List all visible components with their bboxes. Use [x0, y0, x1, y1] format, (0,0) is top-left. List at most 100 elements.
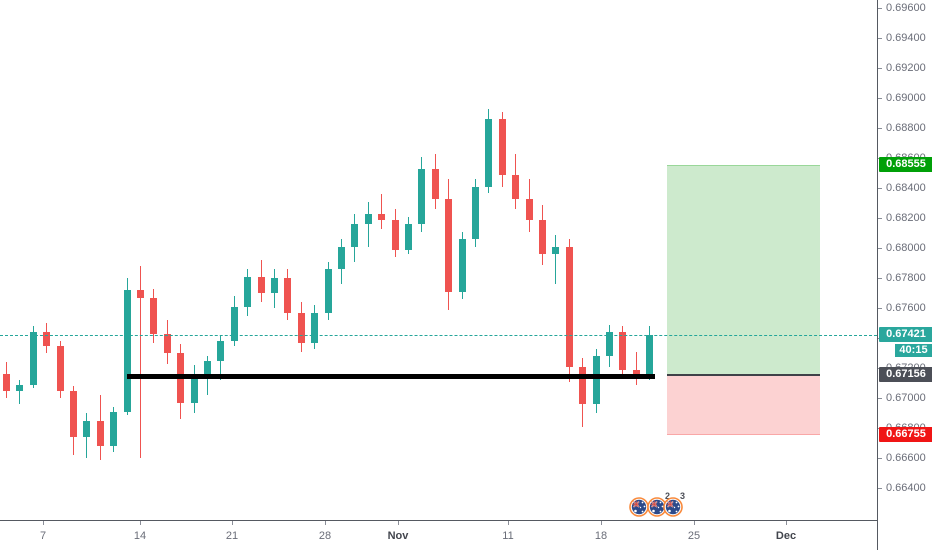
price-tick-label: 0.67600 [886, 302, 926, 314]
price-tick-mark [878, 307, 882, 309]
time-tick-label: 11 [502, 530, 514, 542]
candle-down-body [284, 278, 292, 313]
candle-up-body [364, 213, 372, 224]
price-tick-mark [878, 277, 882, 279]
price-tick-mark [878, 457, 882, 459]
candle-down-body [619, 332, 627, 370]
candle-down-body [163, 333, 171, 353]
candle-up-body [244, 276, 252, 307]
candle-up-body [338, 246, 345, 269]
price-tick-mark [878, 397, 882, 399]
price-tick-label: 0.68800 [886, 122, 926, 134]
candle-up-body [217, 341, 225, 361]
candle-down-body [525, 198, 533, 220]
candle-down [381, 194, 383, 229]
candle-down-body [632, 369, 640, 376]
candle-up-body [190, 374, 198, 403]
drawn-horizontal-line[interactable] [127, 374, 655, 379]
candle-down-body [579, 366, 587, 404]
candle-up-body [311, 312, 319, 343]
time-tick-label: 18 [594, 530, 608, 542]
time-tick-mark [601, 521, 602, 525]
event-count-badge: 2 [665, 491, 671, 501]
event-count-badge: 3 [680, 491, 686, 501]
price-tick-mark [878, 487, 882, 489]
time-tick-label: Dec [775, 530, 797, 542]
price-tick-label: 0.69200 [886, 62, 926, 74]
candle-up-body [552, 246, 560, 254]
position-stop-price-badge[interactable]: 0.66755 [879, 427, 932, 443]
candle-up-body [418, 168, 426, 224]
candle-up-body [123, 290, 131, 412]
price-tick-mark [878, 127, 882, 129]
position-tool-loss-zone[interactable] [667, 374, 820, 435]
australia-flag-icon[interactable] [647, 497, 667, 517]
candle-down-body [297, 312, 305, 343]
time-tick-mark [508, 521, 509, 525]
candle-up-body [204, 360, 211, 374]
position-target-price-badge[interactable]: 0.68555 [879, 157, 932, 173]
candle-down-body [56, 345, 64, 391]
candle-down-body [70, 390, 77, 437]
price-tick-mark [878, 187, 882, 189]
time-tick-label: 25 [687, 530, 701, 542]
time-tick-mark [232, 521, 233, 525]
candle-down-body [498, 119, 506, 175]
candle-down-body [565, 246, 573, 367]
bar-countdown-badge: 40:15 [895, 343, 932, 357]
candle-down-body [137, 290, 144, 298]
candle-down [140, 266, 141, 458]
position-tool-profit-zone[interactable] [667, 164, 820, 375]
candle-up-body [472, 186, 479, 239]
price-axis[interactable]: 0.696000.694000.692000.690000.688000.686… [877, 0, 932, 550]
candle-down-body [539, 219, 546, 254]
candle-down-body [3, 374, 10, 391]
time-tick-mark [43, 521, 44, 525]
time-tick-label: 14 [133, 530, 147, 542]
candle-down-body [431, 168, 439, 199]
candle-up-body [458, 239, 466, 292]
price-tick-label: 0.68200 [886, 212, 926, 224]
time-tick-mark [786, 521, 787, 525]
candle-down-body [257, 276, 265, 293]
candle-down-body [378, 213, 386, 220]
australia-flag-icon[interactable] [663, 497, 683, 517]
australia-flag-icon[interactable] [629, 497, 649, 517]
time-tick-mark [325, 521, 326, 525]
time-tick-mark [694, 521, 695, 525]
position-entry-price-badge[interactable]: 0.67156 [879, 367, 932, 383]
time-tick-mark [140, 521, 141, 525]
candle-up-body [351, 224, 359, 247]
time-axis[interactable]: 7 14 21 28 Nov 11 18 25 Dec [0, 520, 877, 550]
candle-up-body [324, 269, 332, 313]
candle-down-body [96, 420, 104, 446]
position-tool-entry-line[interactable] [667, 373, 820, 376]
candle-down-body [512, 174, 520, 199]
price-tick-label: 0.67800 [886, 272, 926, 284]
candle-down [635, 351, 637, 385]
price-tick-label: 0.69000 [886, 92, 926, 104]
candle-up [555, 234, 557, 284]
last-price-badge: 0.67421 [879, 327, 932, 343]
price-tick-label: 0.69600 [886, 2, 926, 14]
candle-up-body [606, 332, 613, 356]
price-tick-mark [878, 217, 882, 219]
price-tick-mark [878, 37, 882, 39]
candle-down-body [391, 219, 399, 250]
candle-up-body [110, 411, 118, 446]
time-tick-mark [398, 521, 399, 525]
candle-up-body [230, 306, 238, 341]
candle-up-body [485, 119, 493, 187]
last-price-dotted-line [0, 334, 877, 336]
price-tick-mark [878, 7, 882, 9]
time-tick-label: 7 [39, 530, 47, 542]
candle-up [19, 380, 21, 404]
candle-down-body [43, 332, 51, 346]
candle-up-body [646, 335, 654, 376]
time-tick-label: 28 [318, 530, 332, 542]
time-tick-label: 21 [225, 530, 239, 542]
price-tick-label: 0.69400 [886, 32, 926, 44]
time-tick-label: Nov [387, 530, 409, 542]
